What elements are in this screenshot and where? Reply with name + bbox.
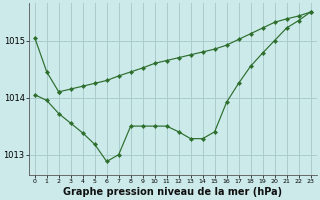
X-axis label: Graphe pression niveau de la mer (hPa): Graphe pression niveau de la mer (hPa) [63, 187, 282, 197]
